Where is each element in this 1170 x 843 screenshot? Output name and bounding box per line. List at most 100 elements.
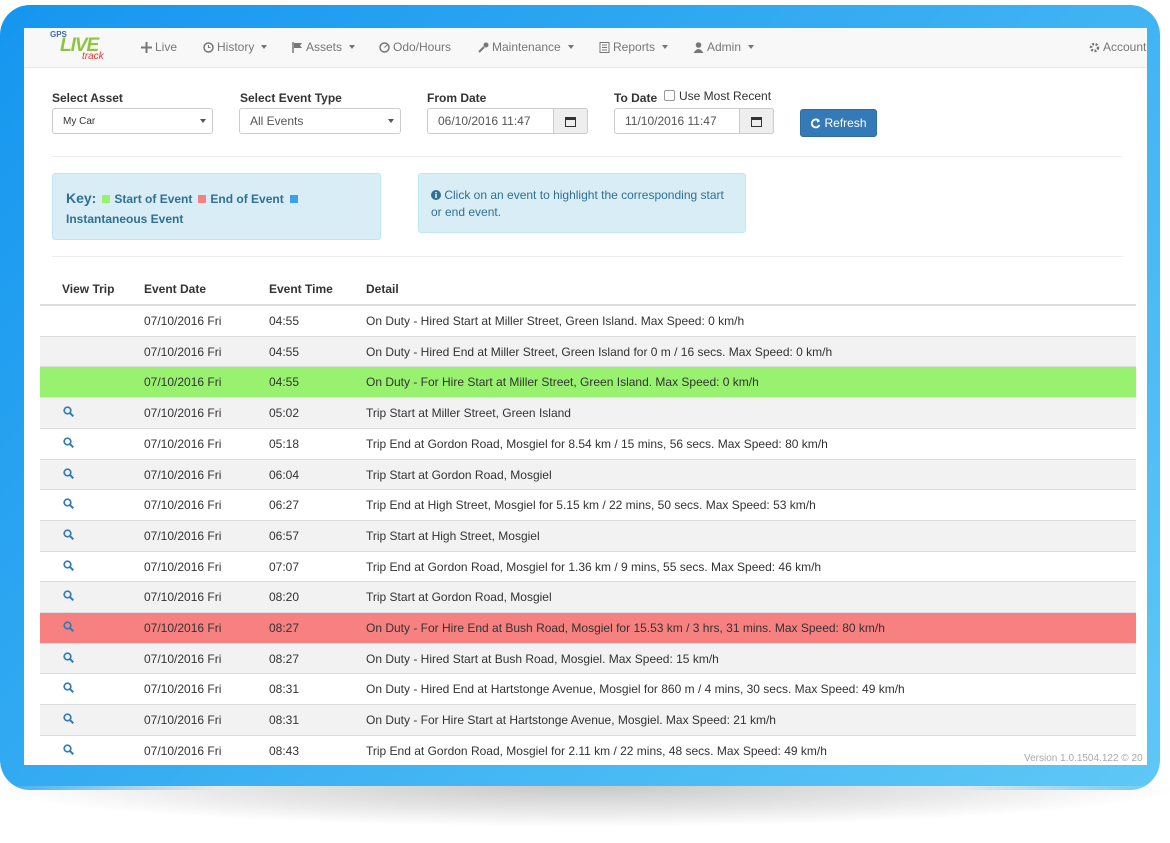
- cell-date: 07/10/2016 Fri: [144, 498, 222, 513]
- cell-time: 08:31: [269, 713, 300, 728]
- select-value: My Car: [63, 115, 96, 127]
- cell-detail: Trip End at Gordon Road, Mosgiel for 8.5…: [366, 436, 828, 451]
- event-type-select[interactable]: All Events: [239, 108, 401, 134]
- view-trip-icon[interactable]: [63, 621, 75, 633]
- calendar-button[interactable]: [739, 108, 774, 134]
- key-start: Start of Event: [114, 192, 193, 206]
- view-trip-icon[interactable]: [63, 590, 75, 602]
- input-value: 11/10/2016 11:47: [625, 114, 717, 128]
- cell-date: 07/10/2016 Fri: [144, 590, 222, 605]
- table-row[interactable]: 07/10/2016 Fri 04:55 On Duty - Hired End a…: [40, 335, 1136, 368]
- cell-time: 06:27: [269, 498, 300, 513]
- cell-time: 08:31: [269, 682, 300, 697]
- table-row[interactable]: 07/10/2016 Fri 08:43 Trip End at Gordon Ro…: [40, 734, 1136, 765]
- caret: [662, 45, 669, 49]
- screen: GPS LIVE track Live History Assets Odo/Hour…: [24, 28, 1147, 765]
- nav-icon: [292, 41, 302, 53]
- nav-item[interactable]: Odo/Hours: [379, 40, 451, 54]
- key-title: Key:: [66, 190, 97, 206]
- divider: [52, 156, 1123, 157]
- table-row[interactable]: 07/10/2016 Fri 08:20 Trip Start at Gordon …: [40, 581, 1136, 613]
- swatch-start: [102, 195, 111, 203]
- cell-date: 07/10/2016 Fri: [144, 528, 222, 543]
- checkbox[interactable]: [664, 90, 675, 101]
- view-trip-icon[interactable]: [63, 652, 75, 663]
- input-value: 06/10/2016 11:47: [438, 114, 531, 128]
- label: From Date: [427, 91, 487, 105]
- from-date-input[interactable]: 06/10/2016 11:47: [427, 108, 588, 134]
- cell-detail: Trip Start at Gordon Road, Mosgiel: [366, 590, 552, 605]
- table-row[interactable]: 07/10/2016 Fri 08:27 On Duty - For Hire En…: [40, 612, 1136, 644]
- cell-date: 07/10/2016 Fri: [144, 651, 222, 666]
- table-row[interactable]: 07/10/2016 Fri 06:57 Trip Start at High St…: [40, 519, 1136, 552]
- magnifier: [63, 498, 75, 510]
- nav-icon: [478, 42, 489, 53]
- cell-date: 07/10/2016 Fri: [144, 743, 222, 758]
- view-trip-icon[interactable]: [63, 406, 75, 418]
- swatch-end: [198, 195, 207, 203]
- refresh-button[interactable]: Refresh: [800, 109, 877, 137]
- view-trip-icon[interactable]: [63, 682, 75, 694]
- view-trip-icon[interactable]: [63, 559, 75, 571]
- logo-track: track: [82, 51, 104, 62]
- caret: [200, 119, 206, 123]
- swatch-instant: [289, 195, 298, 203]
- nav-item[interactable]: Maintenance: [478, 40, 574, 54]
- cell-time: 08:43: [269, 743, 300, 758]
- view-trip-icon[interactable]: [63, 437, 75, 448]
- info-icon: [431, 190, 441, 200]
- nav-item[interactable]: History: [203, 40, 268, 54]
- table-row[interactable]: 07/10/2016 Fri 08:27 On Duty - Hired Start…: [40, 642, 1136, 675]
- table-row[interactable]: 07/10/2016 Fri 05:18 Trip End at Gordon Ro…: [40, 427, 1136, 460]
- cell-time: 06:57: [269, 528, 300, 543]
- nav-icon: [599, 41, 610, 53]
- magnifier: [63, 467, 75, 479]
- calendar-icon: [751, 116, 762, 127]
- table-row[interactable]: 07/10/2016 Fri 06:27 Trip End at High Stre…: [40, 489, 1136, 521]
- cell-time: 06:04: [269, 467, 300, 482]
- cell-time: 05:18: [269, 436, 300, 451]
- key-end: End of Event: [210, 192, 284, 206]
- view-trip-icon[interactable]: [63, 498, 75, 510]
- table-row[interactable]: 07/10/2016 Fri 08:31 On Duty - Hired End a…: [40, 673, 1136, 706]
- view-trip-icon[interactable]: [63, 713, 75, 725]
- cell-detail: Trip End at High Street, Mosgiel for 5.1…: [366, 498, 816, 513]
- table-row[interactable]: 07/10/2016 Fri 08:31 On Duty - For Hire St…: [40, 704, 1136, 736]
- version: Version 1.0.1504.122 © 20: [1024, 753, 1143, 764]
- magnifier: [63, 682, 75, 694]
- nav-item[interactable]: Admin: [693, 40, 755, 54]
- asset-select[interactable]: My Car: [52, 108, 213, 134]
- magnifier: [63, 529, 75, 540]
- view-trip-icon[interactable]: [63, 744, 75, 755]
- cell-date: 07/10/2016 Fri: [144, 682, 222, 697]
- nav-item[interactable]: Account: [1089, 40, 1146, 54]
- cell-date: 07/10/2016 Fri: [144, 436, 222, 451]
- calendar-icon: [565, 116, 576, 127]
- cell-detail: On Duty - Hired Start at Miller Street, …: [366, 314, 745, 328]
- nav-item[interactable]: Reports: [599, 40, 669, 54]
- cell-date: 07/10/2016 Fri: [144, 375, 222, 390]
- nav-icon: [141, 41, 152, 53]
- nav-icon: [693, 41, 704, 53]
- nav-item[interactable]: Assets: [292, 40, 356, 54]
- logo[interactable]: GPS LIVE track: [50, 30, 122, 64]
- magnifier: [63, 406, 75, 418]
- nav-icon: [203, 41, 214, 53]
- table-row[interactable]: 07/10/2016 Fri 04:55 On Duty - Hired Start…: [40, 305, 1136, 337]
- label: Select Event Type: [240, 91, 342, 105]
- table-row[interactable]: 07/10/2016 Fri 06:04 Trip Start at Gordon …: [40, 458, 1136, 491]
- view-trip-icon[interactable]: [63, 467, 75, 479]
- info-box: Click on an event to highlight the corre…: [418, 173, 746, 233]
- table-row[interactable]: 07/10/2016 Fri 04:55 On Duty - For Hire St…: [40, 366, 1136, 399]
- cell-detail: On Duty - For Hire Start at Miller Stree…: [366, 375, 759, 390]
- to-date-input[interactable]: 11/10/2016 11:47: [614, 108, 774, 134]
- cell-detail: Trip Start at Miller Street, Green Islan…: [366, 406, 571, 421]
- nav-item[interactable]: Live: [141, 40, 177, 54]
- table-row[interactable]: 07/10/2016 Fri 05:02 Trip Start at Miller …: [40, 397, 1136, 429]
- cell-date: 07/10/2016 Fri: [144, 314, 222, 328]
- table-row[interactable]: 07/10/2016 Fri 07:07 Trip End at Gordon Ro…: [40, 550, 1136, 583]
- view-trip-icon[interactable]: [63, 529, 75, 540]
- divider: [52, 256, 1123, 257]
- calendar-button[interactable]: [553, 108, 588, 134]
